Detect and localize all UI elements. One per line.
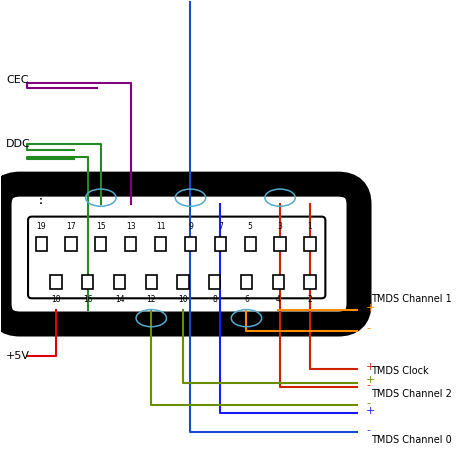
Text: 1: 1: [308, 222, 312, 231]
Text: 12: 12: [146, 295, 156, 304]
Bar: [65, 237, 77, 252]
Text: TMDS Channel 1: TMDS Channel 1: [371, 294, 451, 304]
Text: TMDS Clock: TMDS Clock: [371, 366, 428, 376]
Bar: [185, 237, 196, 252]
FancyBboxPatch shape: [28, 217, 325, 298]
Text: 19: 19: [36, 222, 46, 231]
Text: +: +: [366, 362, 375, 372]
Bar: [82, 275, 93, 289]
Text: +: +: [366, 375, 375, 385]
Text: 14: 14: [115, 295, 124, 304]
Bar: [177, 275, 189, 289]
Text: Hot Plug Detect: Hot Plug Detect: [1, 175, 79, 185]
Text: -: -: [366, 398, 370, 408]
Bar: [95, 237, 107, 252]
Text: TMDS Channel 0: TMDS Channel 0: [371, 434, 451, 444]
Text: 7: 7: [218, 222, 223, 231]
Bar: [50, 275, 62, 289]
Text: -: -: [366, 324, 370, 334]
Text: 17: 17: [66, 222, 76, 231]
Text: 9: 9: [188, 222, 193, 231]
Text: CEC: CEC: [6, 75, 28, 85]
Text: +: +: [366, 303, 375, 313]
Text: 5: 5: [248, 222, 253, 231]
Bar: [215, 237, 226, 252]
Text: 13: 13: [126, 222, 136, 231]
Text: 4: 4: [276, 295, 281, 304]
Bar: [114, 275, 125, 289]
Text: 16: 16: [83, 295, 92, 304]
Bar: [304, 237, 316, 252]
Bar: [146, 275, 157, 289]
Text: 11: 11: [156, 222, 165, 231]
Text: 10: 10: [178, 295, 188, 304]
Text: 3: 3: [278, 222, 283, 231]
Bar: [245, 237, 256, 252]
Bar: [274, 237, 286, 252]
Text: +5V: +5V: [6, 350, 30, 360]
Text: 2: 2: [308, 295, 312, 304]
Text: -: -: [366, 380, 370, 390]
Bar: [241, 275, 252, 289]
FancyBboxPatch shape: [0, 184, 359, 324]
Bar: [273, 275, 284, 289]
Text: 15: 15: [96, 222, 106, 231]
Text: 8: 8: [212, 295, 217, 304]
Bar: [155, 237, 166, 252]
Text: DDC: DDC: [6, 138, 31, 148]
Bar: [304, 275, 316, 289]
Text: 18: 18: [51, 295, 61, 304]
Bar: [209, 275, 220, 289]
Text: 6: 6: [244, 295, 249, 304]
Bar: [36, 237, 47, 252]
Text: +: +: [366, 405, 375, 416]
Text: -: -: [366, 425, 370, 435]
Text: TMDS Channel 2: TMDS Channel 2: [371, 390, 452, 400]
Bar: [125, 237, 137, 252]
